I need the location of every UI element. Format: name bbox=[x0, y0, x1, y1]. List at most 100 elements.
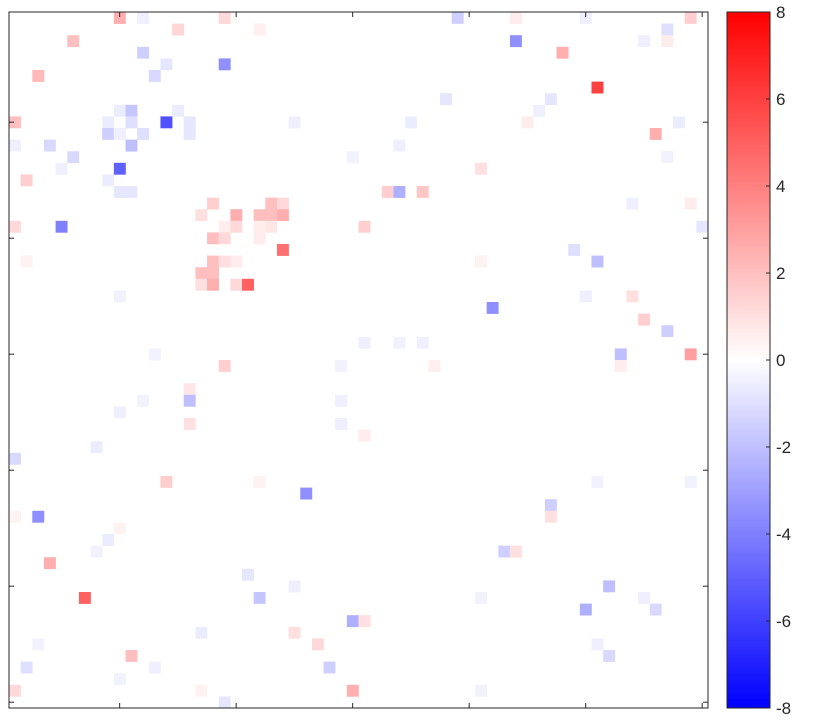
heatmap-cell bbox=[160, 116, 173, 129]
heatmap-cell bbox=[276, 244, 289, 256]
colorbar-tick-label: -8 bbox=[776, 699, 791, 718]
heatmap-cell bbox=[684, 348, 697, 361]
heatmap-cell bbox=[183, 383, 196, 396]
heatmap-cell bbox=[661, 23, 674, 36]
heatmap-cell bbox=[218, 696, 231, 709]
heatmap-cell bbox=[230, 278, 243, 291]
heatmap-cells bbox=[9, 12, 709, 709]
heatmap-cell bbox=[183, 128, 196, 140]
axis-ticks bbox=[9, 12, 708, 708]
heatmap-cell bbox=[358, 615, 371, 628]
heatmap-cell bbox=[498, 545, 511, 558]
heatmap-cell bbox=[195, 626, 208, 639]
heatmap-cell bbox=[614, 360, 627, 372]
heatmap-cell bbox=[300, 487, 313, 500]
heatmap-cell bbox=[113, 162, 126, 175]
heatmap-cell bbox=[137, 394, 150, 407]
heatmap-cell bbox=[381, 186, 394, 198]
heatmap-cell bbox=[67, 151, 80, 164]
colorbar-tick-label: -6 bbox=[776, 612, 791, 631]
heatmap-cell bbox=[358, 429, 371, 442]
heatmap-cell bbox=[148, 348, 161, 361]
heatmap-cell bbox=[137, 12, 150, 24]
heatmap-cell bbox=[195, 267, 208, 280]
heatmap-cell bbox=[591, 476, 604, 488]
heatmap-cell bbox=[20, 661, 33, 674]
heatmap-cell bbox=[475, 162, 487, 175]
heatmap-cell bbox=[113, 128, 126, 140]
heatmap-cell bbox=[218, 12, 231, 24]
heatmap-cell bbox=[288, 580, 301, 593]
heatmap-cell bbox=[521, 116, 534, 129]
heatmap-cell bbox=[125, 104, 138, 117]
heatmap-cell bbox=[137, 46, 150, 59]
heatmap-cell bbox=[533, 104, 546, 117]
heatmap-cell bbox=[579, 290, 592, 303]
heatmap-cell bbox=[218, 360, 231, 372]
heatmap-cell bbox=[603, 580, 616, 593]
heatmap-cell bbox=[172, 23, 185, 36]
heatmap-cell bbox=[195, 209, 208, 222]
heatmap-cell bbox=[638, 35, 651, 48]
heatmap-cell bbox=[509, 35, 522, 48]
heatmap-cell bbox=[230, 209, 243, 222]
heatmap-cell bbox=[253, 592, 266, 604]
heatmap-cell bbox=[475, 684, 487, 697]
heatmap-cell bbox=[113, 673, 126, 686]
heatmap-cell bbox=[125, 186, 138, 198]
heatmap-cell bbox=[90, 545, 103, 558]
heatmap-cell bbox=[67, 35, 80, 48]
heatmap-cell bbox=[509, 545, 522, 558]
heatmap-cell bbox=[579, 603, 592, 616]
heatmap-cell bbox=[544, 93, 557, 106]
heatmap-cell bbox=[416, 186, 429, 198]
heatmap-cell bbox=[696, 220, 709, 233]
heatmap-cell bbox=[113, 104, 126, 117]
heatmap-cell bbox=[78, 592, 91, 604]
heatmap-cell bbox=[253, 476, 266, 488]
heatmap-cell bbox=[661, 35, 674, 48]
heatmap-cell bbox=[207, 267, 219, 280]
heatmap-cell bbox=[265, 209, 278, 222]
heatmap-cell bbox=[125, 139, 138, 152]
heatmap-cell bbox=[346, 684, 359, 697]
heatmap-cell bbox=[160, 476, 173, 488]
heatmap-cell bbox=[311, 638, 324, 651]
heatmap-cell bbox=[172, 104, 185, 117]
heatmap-cell bbox=[137, 128, 150, 140]
heatmap-cell bbox=[393, 336, 406, 349]
heatmap-cell bbox=[148, 661, 161, 674]
heatmap-cell bbox=[253, 209, 266, 222]
heatmap-cell bbox=[544, 510, 557, 523]
heatmap-cell bbox=[102, 174, 115, 187]
heatmap-cell bbox=[160, 58, 173, 71]
heatmap-cell bbox=[544, 499, 557, 512]
heatmap-cell bbox=[440, 93, 452, 106]
heatmap-cell bbox=[649, 128, 662, 140]
heatmap-cell bbox=[509, 12, 522, 24]
heatmap-cell bbox=[684, 197, 697, 210]
heatmap-cell bbox=[113, 290, 126, 303]
heatmap-cell bbox=[358, 336, 371, 349]
heatmap-cell bbox=[603, 650, 616, 662]
colorbar-tick-label: 2 bbox=[776, 264, 785, 283]
colorbar-tick-label: -4 bbox=[776, 525, 791, 544]
heatmap-cell bbox=[661, 325, 674, 338]
heatmap-cell bbox=[102, 116, 115, 129]
heatmap-cell bbox=[253, 232, 266, 245]
heatmap-cell bbox=[20, 255, 33, 268]
heatmap-cell bbox=[265, 197, 278, 210]
heatmap-cell bbox=[148, 70, 161, 82]
heatmap-cell bbox=[393, 139, 406, 152]
heatmap-cell bbox=[125, 650, 138, 662]
heatmap-cell bbox=[451, 12, 464, 24]
heatmap-cell bbox=[661, 151, 674, 164]
heatmap-cell bbox=[591, 638, 604, 651]
heatmap-cell bbox=[90, 441, 103, 454]
heatmap-cell bbox=[102, 128, 115, 140]
heatmap-cell bbox=[207, 278, 219, 291]
colorbar-tick-label: 4 bbox=[776, 177, 785, 196]
heatmap-cell bbox=[32, 638, 45, 651]
heatmap-cell bbox=[673, 116, 685, 129]
